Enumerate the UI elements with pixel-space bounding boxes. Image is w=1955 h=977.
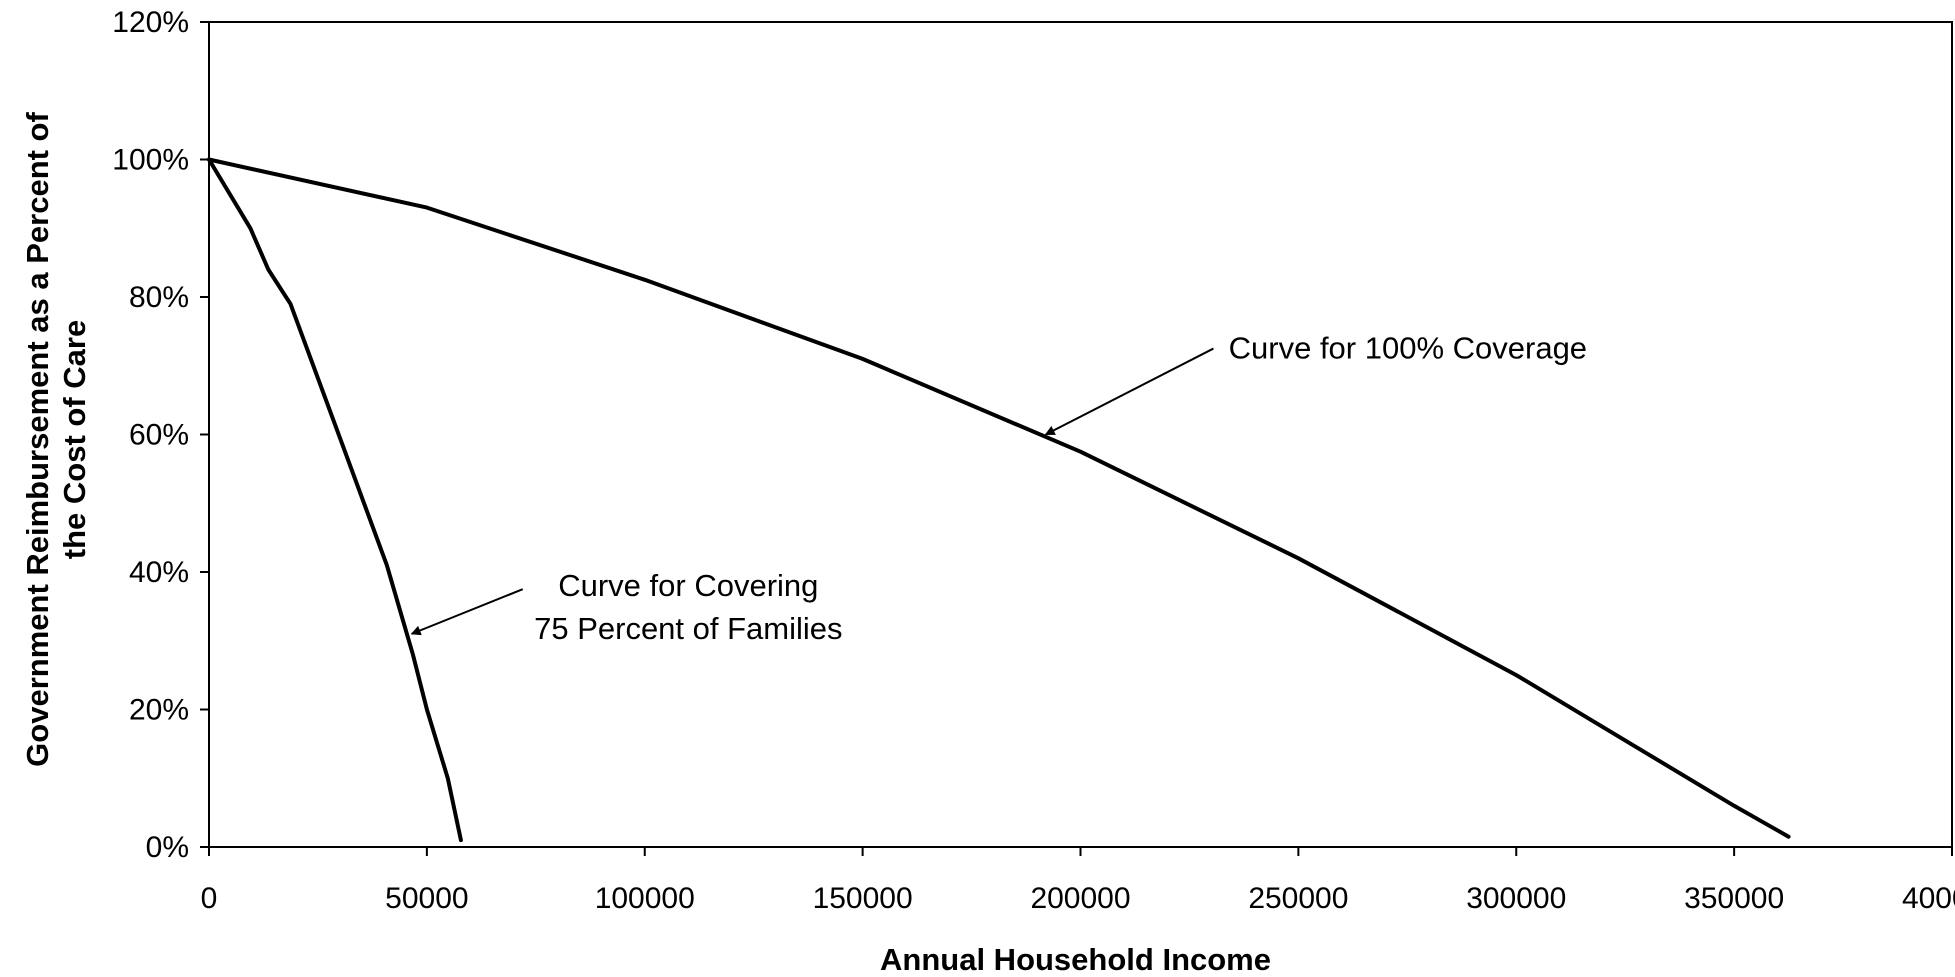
y-tick-label: 60% bbox=[129, 419, 189, 452]
x-tick-label: 100000 bbox=[595, 882, 695, 915]
x-tick-label: 50000 bbox=[385, 882, 468, 915]
annotation-arrow bbox=[410, 588, 524, 636]
y-tick-label: 120% bbox=[112, 6, 189, 39]
y-tick-label: 100% bbox=[112, 144, 189, 177]
plot-area-frame bbox=[208, 21, 1953, 848]
chart-marks: 0% 20% 40% 60% 80% 100% 120% 0 50000 100000 150000… bbox=[20, 6, 1955, 977]
y-axis-title: Government Reimbursement as a Percent of… bbox=[20, 112, 92, 767]
x-tick-label: 300000 bbox=[1466, 882, 1566, 915]
y-axis-title-line: Government Reimbursement as a Percent of bbox=[20, 112, 55, 767]
y-tick-label: 20% bbox=[129, 694, 189, 727]
x-tick-label: 200000 bbox=[1030, 882, 1130, 915]
x-tick-label: 150000 bbox=[813, 882, 913, 915]
annotation-label: Curve for Covering bbox=[558, 568, 818, 603]
annotation-arrow bbox=[1044, 347, 1214, 436]
x-tick-label: 0 bbox=[201, 882, 218, 915]
series-line-2 bbox=[207, 157, 1791, 839]
y-tick-label: 40% bbox=[129, 556, 189, 589]
y-tick-label: 80% bbox=[129, 281, 189, 314]
x-axis-title: Annual Household Income bbox=[880, 942, 1271, 977]
y-axis-title-line: the Cost of Care bbox=[57, 320, 92, 559]
series-line-1 bbox=[207, 157, 463, 843]
annotation-label: 75 Percent of Families bbox=[534, 611, 842, 646]
x-tick-label: 250000 bbox=[1248, 882, 1348, 915]
x-tick-label: 350000 bbox=[1684, 882, 1784, 915]
y-tick-label: 0% bbox=[146, 831, 189, 864]
annotation-label: Curve for 100% Coverage bbox=[1229, 331, 1587, 366]
x-tick-label: 400000 bbox=[1902, 882, 1955, 915]
